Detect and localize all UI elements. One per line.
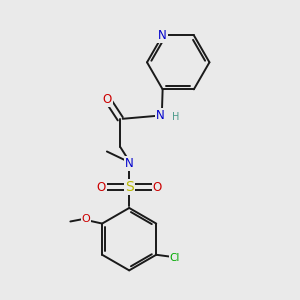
Text: N: N <box>156 109 165 122</box>
Text: S: S <box>125 180 134 194</box>
Text: O: O <box>97 181 106 194</box>
Text: O: O <box>152 181 162 194</box>
Text: N: N <box>158 29 167 42</box>
Text: N: N <box>125 157 134 170</box>
Text: O: O <box>103 93 112 106</box>
Text: H: H <box>172 112 179 122</box>
Text: Cl: Cl <box>170 253 180 263</box>
Text: O: O <box>81 214 90 224</box>
